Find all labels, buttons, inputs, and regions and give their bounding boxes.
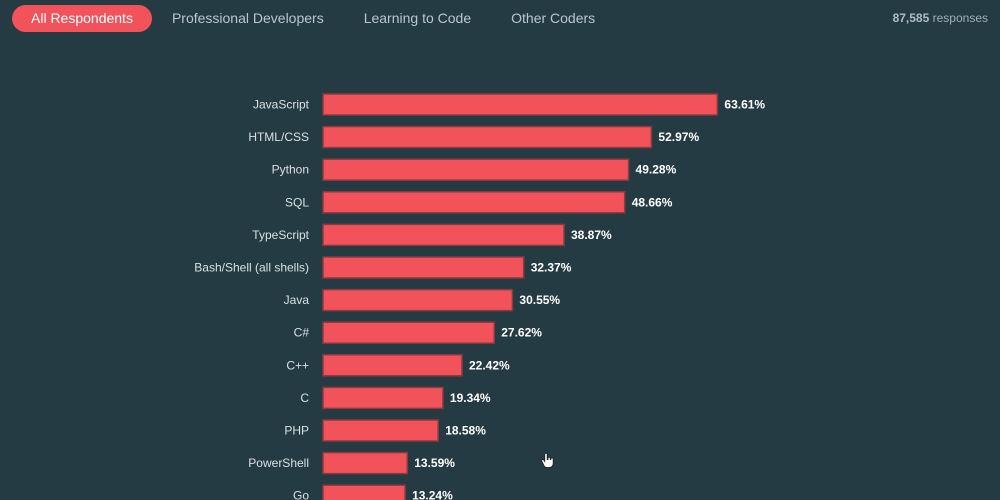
value-label-java: 30.55%	[519, 293, 560, 307]
value-label-typescript: 38.87%	[571, 228, 612, 242]
category-label-sql: SQL	[285, 195, 309, 209]
category-label-typescript: TypeScript	[252, 228, 309, 242]
bar-php	[322, 419, 439, 442]
bar-typescript	[322, 223, 565, 247]
hand-pointer-icon	[541, 452, 554, 468]
response-count-value: 87,585	[892, 11, 930, 25]
value-label-c: 22.42%	[469, 358, 510, 372]
tab-learning-to-code[interactable]: Learning to Code	[363, 10, 472, 26]
category-label-javascript: JavaScript	[253, 98, 310, 112]
category-label-bash-shell-all-shells: Bash/Shell (all shells)	[194, 261, 309, 275]
category-label-php: PHP	[284, 424, 309, 438]
response-count-label: responses	[932, 11, 988, 25]
category-label-python: Python	[272, 163, 309, 177]
bar-sql	[322, 191, 626, 214]
value-label-c: 19.34%	[450, 391, 491, 405]
bar-powershell	[322, 451, 409, 475]
category-label-c: C	[300, 391, 309, 405]
tab-professional-developers[interactable]: Professional Developers	[171, 10, 324, 26]
value-label-sql: 48.66%	[632, 195, 673, 209]
response-count: 87,585 responses	[893, 11, 988, 25]
bar-html-css	[322, 125, 653, 149]
category-label-html-css: HTML/CSS	[248, 130, 309, 144]
bar-bash-shell-all-shells	[322, 256, 525, 279]
value-label-powershell: 13.59%	[414, 456, 455, 470]
category-label-c: C++	[286, 358, 309, 372]
category-label-go: Go	[293, 489, 309, 500]
value-label-javascript: 63.61%	[724, 98, 765, 112]
category-label-c: C#	[294, 326, 310, 340]
bar-python	[322, 158, 630, 181]
bar-java	[322, 288, 514, 312]
bar-go	[322, 484, 406, 500]
bar-javascript	[322, 93, 719, 116]
value-label-python: 49.28%	[636, 163, 677, 177]
tab-all-respondents[interactable]: All Respondents	[12, 5, 152, 32]
value-label-php: 18.58%	[445, 424, 486, 438]
value-label-go: 13.24%	[412, 489, 453, 500]
bar-c	[322, 386, 444, 410]
bar-c	[322, 354, 463, 377]
tab-other-coders[interactable]: Other Coders	[511, 10, 596, 26]
value-label-bash-shell-all-shells: 32.37%	[531, 261, 572, 275]
value-label-html-css: 52.97%	[658, 130, 699, 144]
category-label-powershell: PowerShell	[248, 456, 309, 470]
category-label-java: Java	[284, 293, 310, 307]
value-label-c: 27.62%	[501, 326, 542, 340]
bar-c	[322, 321, 496, 344]
respondent-tabs: All Respondents Professional Developers …	[12, 5, 615, 32]
